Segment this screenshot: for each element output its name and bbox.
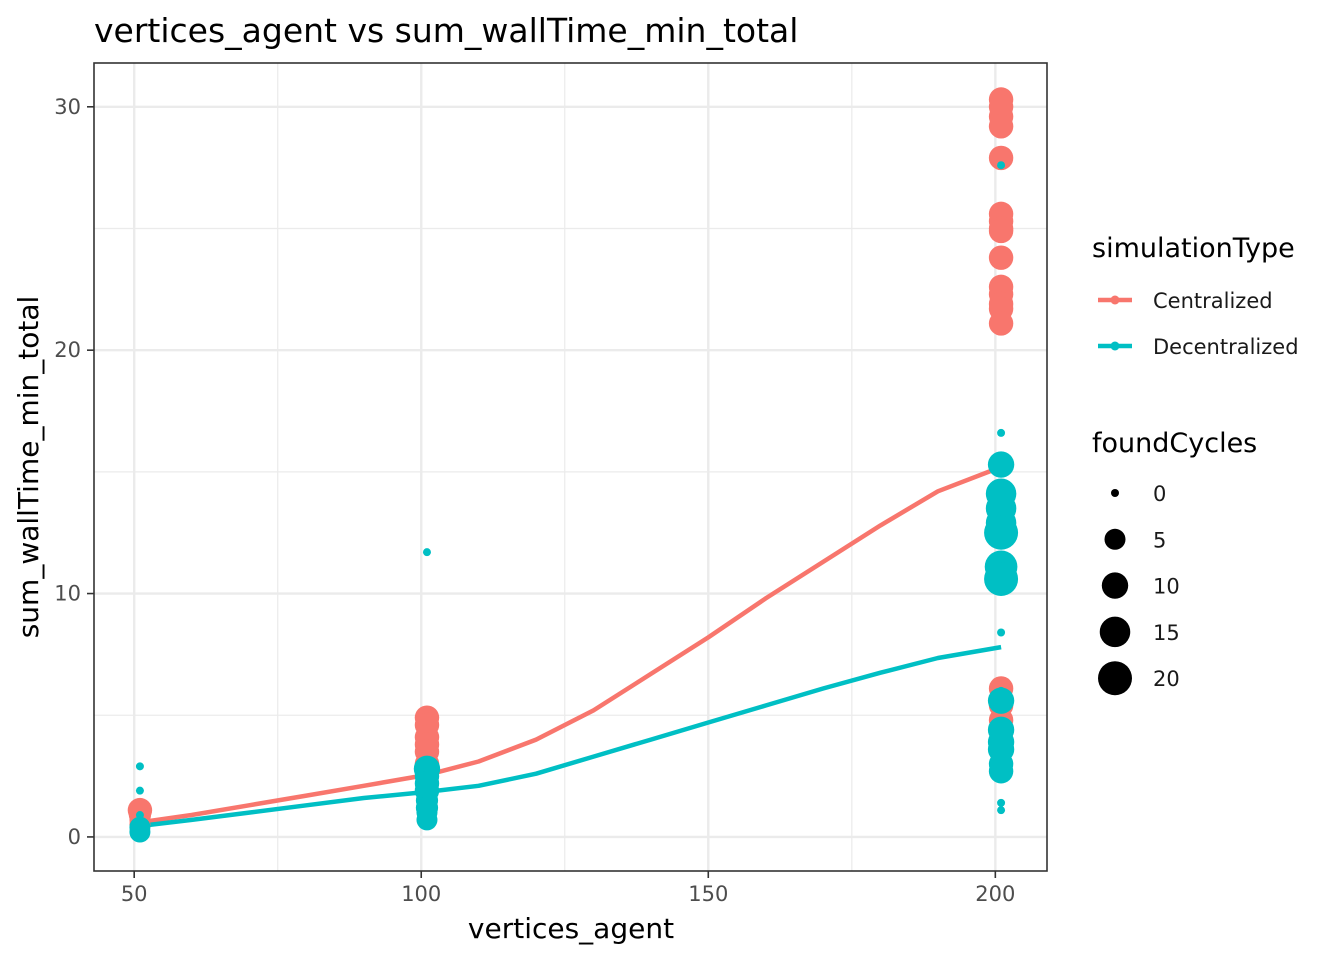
data-points: [127, 87, 1019, 843]
y-tick-label: 0: [68, 825, 81, 849]
data-point-decentralized: [997, 798, 1006, 807]
legend-label: 0: [1153, 482, 1166, 506]
legend-label: 10: [1153, 575, 1180, 599]
size-legend-title: foundCycles: [1092, 428, 1257, 459]
legend-label: Decentralized: [1153, 335, 1299, 359]
plot-panel-border: [93, 62, 1048, 872]
data-point-centralized: [988, 114, 1014, 139]
data-point-centralized: [988, 311, 1014, 336]
data-point-decentralized: [135, 786, 144, 795]
data-point-decentralized: [984, 515, 1019, 550]
chart-title: vertices_agent vs sum_wallTime_min_total: [94, 11, 798, 50]
x-tick-label: 50: [121, 882, 148, 906]
data-point-decentralized: [997, 161, 1006, 170]
smooth-line-decentralized: [139, 644, 1002, 829]
legend-key-point: [1110, 295, 1120, 305]
data-point-decentralized: [988, 758, 1014, 784]
x-axis-title: vertices_agent: [468, 912, 674, 945]
size-legend-key: [1111, 489, 1119, 497]
legend-label: 5: [1153, 528, 1166, 552]
y-tick-label: 30: [54, 95, 81, 119]
size-legend-key: [1098, 661, 1132, 696]
color-legend-title: simulationType: [1092, 233, 1295, 264]
data-point-decentralized: [997, 428, 1006, 437]
axes: 50 100 150 200 0 10 20 30: [54, 95, 1015, 906]
color-legend-entries: Centralized Decentralized: [1098, 289, 1299, 359]
data-point-decentralized: [129, 821, 151, 843]
data-point-decentralized: [416, 809, 438, 831]
legend-label: Centralized: [1153, 289, 1273, 313]
x-tick-label: 200: [975, 882, 1015, 906]
legend: simulationType CentralizedDecentralized …: [1092, 233, 1299, 696]
data-point-decentralized: [987, 687, 1015, 714]
data-point-decentralized: [997, 628, 1006, 637]
y-axis-title: sum_wallTime_min_total: [12, 296, 45, 639]
legend-key-point: [1110, 341, 1120, 351]
y-tick-label: 10: [54, 582, 81, 606]
size-legend-key: [1099, 616, 1131, 648]
data-point-decentralized: [997, 806, 1006, 815]
x-tick-label: 100: [401, 882, 441, 906]
size-legend-entries: 0 5 10 15 20: [1098, 482, 1180, 696]
size-legend-key: [1104, 528, 1126, 550]
data-point-centralized: [988, 245, 1014, 270]
data-point-decentralized: [987, 451, 1015, 478]
x-tick-label: 150: [688, 882, 728, 906]
data-point-centralized: [988, 218, 1014, 244]
smooth-lines: [139, 464, 1002, 829]
data-point-decentralized: [422, 548, 431, 557]
data-point-decentralized: [135, 762, 144, 771]
legend-label: 15: [1153, 621, 1180, 645]
data-point-decentralized: [984, 561, 1019, 596]
legend-label: 20: [1153, 667, 1180, 691]
smooth-line-centralized: [139, 464, 1002, 825]
size-legend-key: [1101, 572, 1129, 599]
y-tick-label: 20: [54, 338, 81, 362]
data-point-centralized: [988, 145, 1014, 171]
